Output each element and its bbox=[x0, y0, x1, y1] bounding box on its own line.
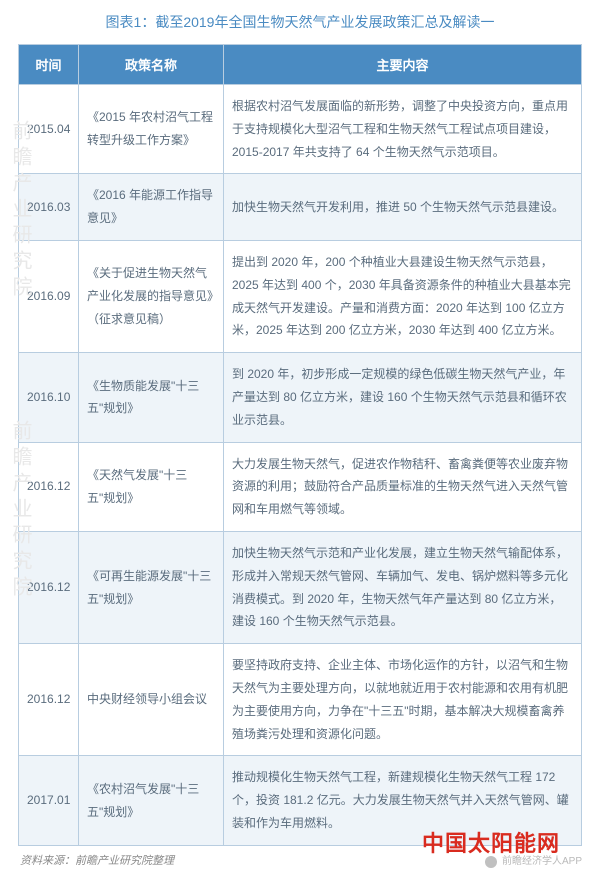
policy-table: 时间 政策名称 主要内容 2015.04 《2015 年农村沼气工程转型升级工作… bbox=[18, 44, 582, 846]
cell-time: 2016.12 bbox=[19, 531, 79, 643]
table-row: 2015.04 《2015 年农村沼气工程转型升级工作方案》 根据农村沼气发展面… bbox=[19, 85, 582, 174]
header-content: 主要内容 bbox=[224, 45, 582, 85]
table-body: 2015.04 《2015 年农村沼气工程转型升级工作方案》 根据农村沼气发展面… bbox=[19, 85, 582, 846]
table-row: 2016.03 《2016 年能源工作指导意见》 加快生物天然气开发利用，推进 … bbox=[19, 174, 582, 241]
table-row: 2016.12 中央财经领导小组会议 要坚持政府支持、企业主体、市场化运作的方针… bbox=[19, 644, 582, 756]
document-container: 图表1：截至2019年全国生物天然气产业发展政策汇总及解读一 时间 政策名称 主… bbox=[0, 0, 600, 876]
cell-name: 《生物质能发展"十三五"规划》 bbox=[79, 353, 224, 442]
cell-time: 2015.04 bbox=[19, 85, 79, 174]
cell-content: 大力发展生物天然气，促进农作物秸秆、畜禽粪便等农业废弃物资源的利用；鼓励符合产品… bbox=[224, 442, 582, 531]
cell-time: 2017.01 bbox=[19, 756, 79, 845]
cell-time: 2016.12 bbox=[19, 442, 79, 531]
header-name: 政策名称 bbox=[79, 45, 224, 85]
cell-content: 要坚持政府支持、企业主体、市场化运作的方针，以沼气和生物天然气为主要处理方向，以… bbox=[224, 644, 582, 756]
table-row: 2016.09 《关于促进生物天然气产业化发展的指导意见》（征求意见稿） 提出到… bbox=[19, 240, 582, 352]
cell-time: 2016.10 bbox=[19, 353, 79, 442]
cell-content: 提出到 2020 年，200 个种植业大县建设生物天然气示范县，2025 年达到… bbox=[224, 240, 582, 352]
cell-content: 根据农村沼气发展面临的新形势，调整了中央投资方向，重点用于支持规模化大型沼气工程… bbox=[224, 85, 582, 174]
table-row: 2016.12 《可再生能源发展"十三五"规划》 加快生物天然气示范和产业化发展… bbox=[19, 531, 582, 643]
table-header-row: 时间 政策名称 主要内容 bbox=[19, 45, 582, 85]
cell-name: 中央财经领导小组会议 bbox=[79, 644, 224, 756]
cell-name: 《农村沼气发展"十三五"规划》 bbox=[79, 756, 224, 845]
cell-content: 加快生物天然气开发利用，推进 50 个生物天然气示范县建设。 bbox=[224, 174, 582, 241]
cell-content: 到 2020 年，初步形成一定规模的绿色低碳生物天然气产业，年产量达到 80 亿… bbox=[224, 353, 582, 442]
table-row: 2016.10 《生物质能发展"十三五"规划》 到 2020 年，初步形成一定规… bbox=[19, 353, 582, 442]
cell-time: 2016.03 bbox=[19, 174, 79, 241]
table-row: 2016.12 《天然气发展"十三五"规划》 大力发展生物天然气，促进农作物秸秆… bbox=[19, 442, 582, 531]
cell-time: 2016.09 bbox=[19, 240, 79, 352]
logo-icon bbox=[485, 856, 497, 868]
cell-time: 2016.12 bbox=[19, 644, 79, 756]
watermark-gray-text: 前瞻经济学人APP bbox=[502, 856, 582, 867]
chart-title: 图表1：截至2019年全国生物天然气产业发展政策汇总及解读一 bbox=[18, 12, 582, 32]
header-time: 时间 bbox=[19, 45, 79, 85]
cell-name: 《关于促进生物天然气产业化发展的指导意见》（征求意见稿） bbox=[79, 240, 224, 352]
cell-name: 《2015 年农村沼气工程转型升级工作方案》 bbox=[79, 85, 224, 174]
cell-content: 加快生物天然气示范和产业化发展，建立生物天然气输配体系，形成并入常规天然气管网、… bbox=[224, 531, 582, 643]
watermark-gray: 前瞻经济学人APP bbox=[485, 852, 582, 867]
cell-name: 《2016 年能源工作指导意见》 bbox=[79, 174, 224, 241]
cell-name: 《天然气发展"十三五"规划》 bbox=[79, 442, 224, 531]
cell-name: 《可再生能源发展"十三五"规划》 bbox=[79, 531, 224, 643]
